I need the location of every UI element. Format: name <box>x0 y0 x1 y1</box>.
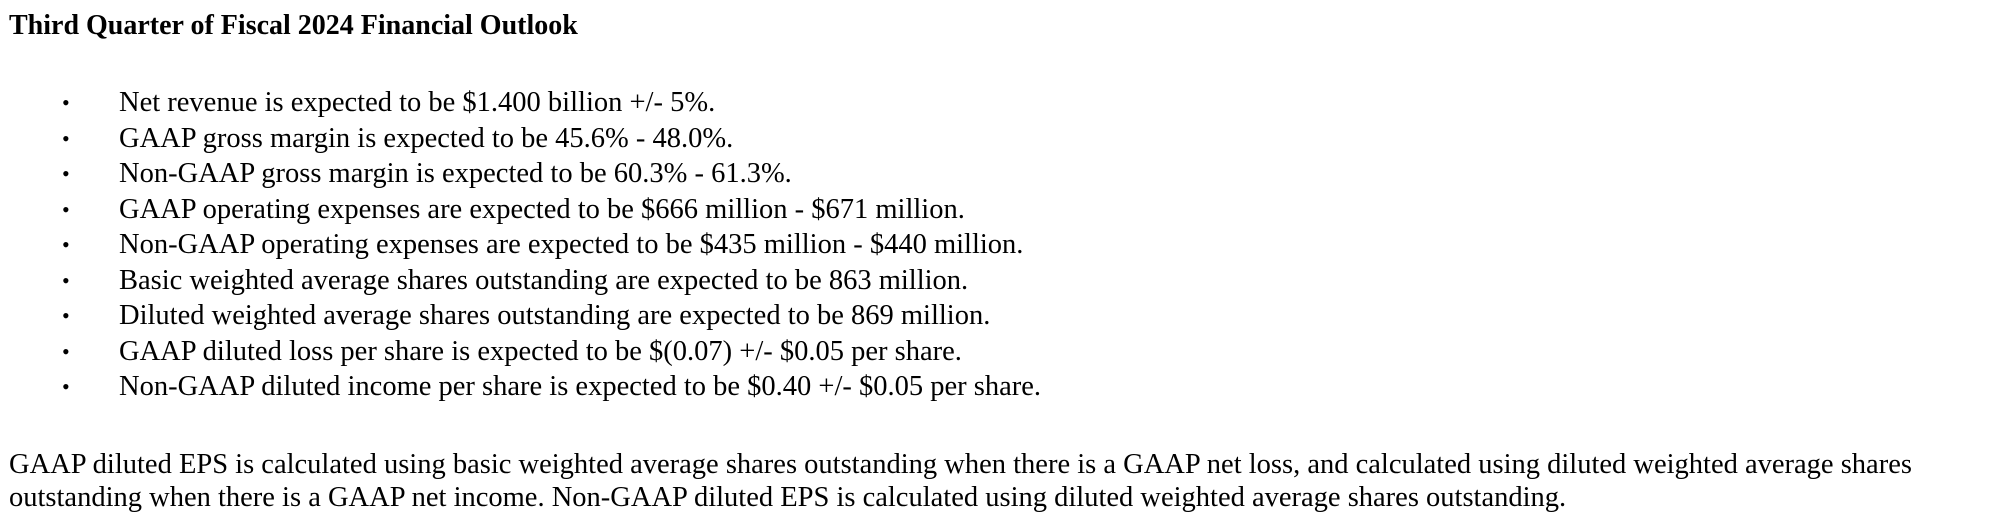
bullet-icon: • <box>62 267 70 293</box>
outlook-item: • Diluted weighted average shares outsta… <box>9 299 1989 335</box>
outlook-item: • GAAP operating expenses are expected t… <box>9 193 1989 229</box>
outlook-item: • GAAP gross margin is expected to be 45… <box>9 122 1989 158</box>
eps-calculation-note: GAAP diluted EPS is calculated using bas… <box>9 449 1912 513</box>
bullet-icon: • <box>62 338 70 364</box>
outlook-item-text: GAAP operating expenses are expected to … <box>119 193 965 225</box>
outlook-heading: Third Quarter of Fiscal 2024 Financial O… <box>9 10 578 41</box>
outlook-item-text: GAAP diluted loss per share is expected … <box>119 335 962 367</box>
bullet-icon: • <box>62 303 70 328</box>
outlook-item: • Non-GAAP gross margin is expected to b… <box>9 157 1989 193</box>
outlook-item: • Non-GAAP operating expenses are expect… <box>9 228 1989 264</box>
outlook-item: • GAAP diluted loss per share is expecte… <box>9 335 1989 371</box>
bullet-icon: • <box>62 161 70 186</box>
outlook-item-text: Basic weighted average shares outstandin… <box>119 264 969 296</box>
outlook-item-text: Net revenue is expected to be $1.400 bil… <box>119 87 716 118</box>
outlook-item: • Basic weighted average shares outstand… <box>9 264 1989 300</box>
bullet-icon: • <box>62 125 70 151</box>
bullet-icon: • <box>62 232 70 257</box>
outlook-item-text: Non-GAAP operating expenses are expected… <box>119 229 1024 260</box>
outlook-item: • Non-GAAP diluted income per share is e… <box>9 370 1989 406</box>
outlook-item-text: Non-GAAP gross margin is expected to be … <box>119 158 792 189</box>
outlook-item: • Net revenue is expected to be $1.400 b… <box>9 86 1989 122</box>
outlook-item-text: Non-GAAP diluted income per share is exp… <box>119 371 1042 402</box>
bullet-icon: • <box>62 196 70 222</box>
outlook-list: • Net revenue is expected to be $1.400 b… <box>9 86 1989 406</box>
outlook-item-text: GAAP gross margin is expected to be 45.6… <box>119 122 734 154</box>
bullet-icon: • <box>62 90 70 115</box>
outlook-item-text: Diluted weighted average shares outstand… <box>119 300 991 331</box>
bullet-icon: • <box>62 374 70 399</box>
